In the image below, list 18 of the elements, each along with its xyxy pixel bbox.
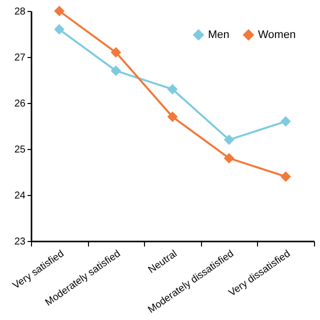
point (54, 24, 65, 35)
y-tick-label: 27 (14, 52, 26, 64)
y-tick-label: 28 (14, 6, 26, 18)
point (280, 171, 291, 182)
point (110, 47, 122, 58)
y-tick-label: 26 (14, 98, 26, 110)
point (280, 116, 291, 127)
point (224, 152, 234, 164)
point (167, 84, 178, 94)
y-tick-label: 25 (14, 144, 26, 156)
legend-label: Women (258, 28, 296, 41)
point (224, 134, 234, 146)
point (110, 66, 122, 76)
point (167, 112, 178, 122)
y-tick-label: 24 (14, 190, 26, 202)
y-tick-label: 23 (14, 236, 26, 248)
point (54, 6, 65, 16)
legend-label: Men (208, 28, 230, 41)
